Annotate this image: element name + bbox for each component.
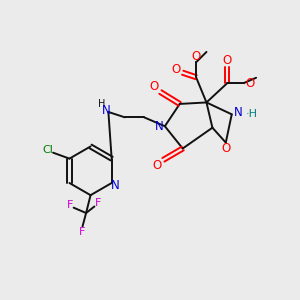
Text: O: O bbox=[172, 63, 181, 76]
Text: F: F bbox=[95, 199, 101, 208]
Text: O: O bbox=[150, 80, 159, 93]
Text: N: N bbox=[102, 104, 110, 117]
Text: O: O bbox=[245, 76, 255, 90]
Text: O: O bbox=[153, 159, 162, 172]
Text: N: N bbox=[111, 179, 120, 193]
Text: N: N bbox=[234, 106, 243, 119]
Text: F: F bbox=[79, 227, 86, 237]
Text: O: O bbox=[221, 142, 230, 155]
Text: H: H bbox=[98, 99, 106, 109]
Text: O: O bbox=[191, 50, 201, 63]
Text: O: O bbox=[223, 54, 232, 67]
Text: N: N bbox=[155, 120, 164, 133]
Text: ·H: ·H bbox=[246, 109, 258, 119]
Text: F: F bbox=[67, 200, 73, 210]
Text: Cl: Cl bbox=[42, 145, 53, 155]
